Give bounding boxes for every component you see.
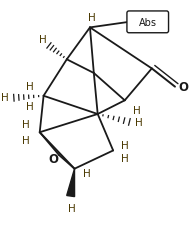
Text: Abs: Abs [139,18,157,28]
Text: H: H [121,140,129,150]
Text: H: H [22,136,30,145]
Text: H: H [22,120,30,130]
Text: O: O [48,153,58,166]
Text: H: H [26,82,34,91]
Text: H: H [136,117,143,127]
Text: H: H [1,92,9,102]
Text: H: H [82,168,90,178]
FancyBboxPatch shape [127,12,168,34]
Polygon shape [67,169,74,197]
Text: H: H [39,35,47,45]
Text: H: H [88,14,96,23]
Text: H: H [68,203,75,213]
Text: H: H [133,106,141,116]
Text: H: H [121,154,129,164]
Text: O: O [178,81,188,94]
Text: H: H [26,101,34,111]
